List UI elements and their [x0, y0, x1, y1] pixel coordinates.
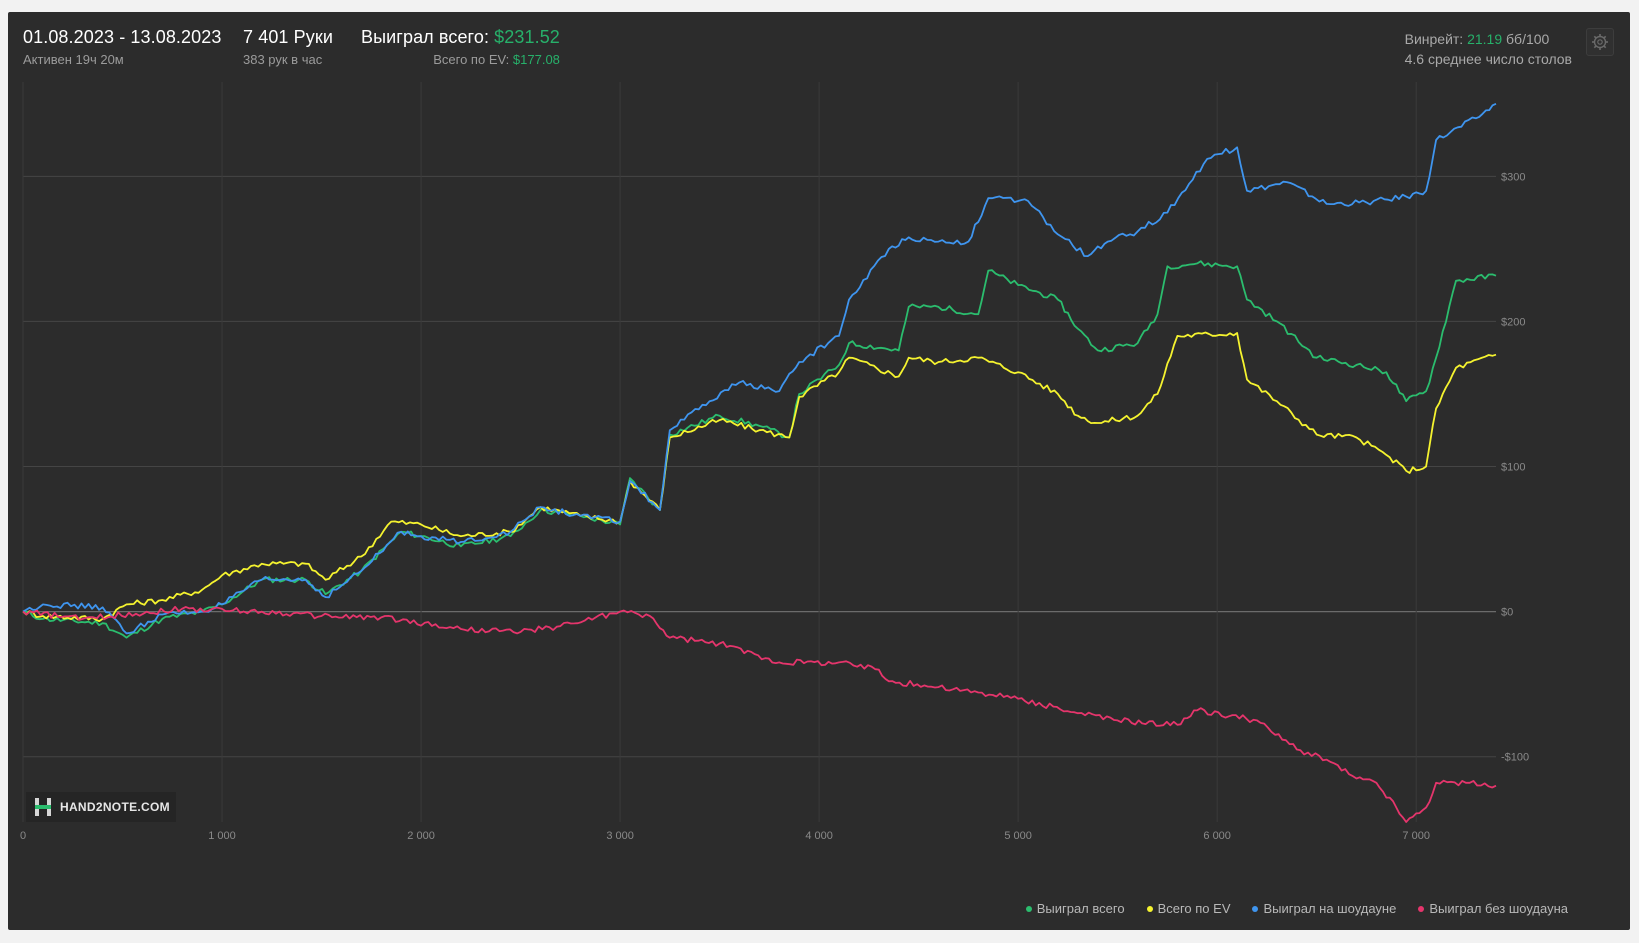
- ev-total-label: Всего по EV:: [433, 52, 510, 67]
- x-tick-label: 0: [20, 830, 26, 842]
- x-tick-label: 1 000: [208, 830, 236, 842]
- legend-dot-icon: [1252, 905, 1259, 912]
- legend-item[interactable]: Выиграл всего: [1025, 901, 1125, 916]
- x-tick-label: 7 000: [1402, 830, 1430, 842]
- ev-total-value: $177.08: [512, 52, 560, 67]
- hands-block: 7 401 Руки 383 рук в час: [243, 27, 333, 67]
- legend-item[interactable]: Выиграл на шоудауне: [1252, 901, 1396, 916]
- stats-panel: 01.08.2023 - 13.08.2023 Активен 19ч 20м …: [8, 12, 1630, 930]
- settings-button[interactable]: [1586, 28, 1614, 56]
- legend-item[interactable]: Выиграл без шоудауна: [1418, 901, 1568, 916]
- series-line: [22, 260, 1497, 639]
- winrate-value: 21.19: [1467, 31, 1503, 47]
- hands-per-hour: 383 рук в час: [243, 52, 323, 67]
- avg-tables: 4.6 среднее число столов: [1404, 51, 1572, 67]
- series-line: [22, 331, 1497, 623]
- legend-item[interactable]: Всего по EV: [1146, 901, 1231, 916]
- legend-label: Выиграл всего: [1036, 901, 1125, 916]
- active-time: Активен 19ч 20м: [23, 52, 124, 67]
- legend-label: Выиграл без шоудауна: [1429, 901, 1568, 916]
- series-line: [22, 605, 1497, 823]
- chart-legend: Выиграл всего Всего по EV Выиграл на шоуда…: [1025, 901, 1568, 916]
- y-tick-label: $100: [1501, 462, 1525, 474]
- legend-label: Всего по EV: [1157, 901, 1231, 916]
- x-tick-label: 6 000: [1203, 830, 1231, 842]
- y-tick-label: $0: [1501, 607, 1513, 619]
- y-tick-label: $300: [1501, 171, 1525, 183]
- x-tick-label: 5 000: [1004, 830, 1032, 842]
- date-range[interactable]: 01.08.2023 - 13.08.2023: [23, 27, 222, 47]
- x-tick-label: 2 000: [407, 830, 435, 842]
- won-total-value: $231.52: [494, 27, 560, 47]
- profit-chart: $300 $200 $100 $0 -$100 0 1 000 2 000 3 000 4 000…: [20, 82, 1529, 842]
- winrate-label: Винрейт:: [1404, 31, 1464, 47]
- date-range-block: 01.08.2023 - 13.08.2023 Активен 19ч 20м: [23, 27, 221, 67]
- y-tick-label: $200: [1501, 316, 1525, 328]
- hands-count: 7 401 Руки: [243, 27, 333, 47]
- y-tick-label: -$100: [1501, 752, 1529, 764]
- legend-dot-icon: [1146, 905, 1153, 912]
- won-total-label: Выиграл всего:: [361, 27, 490, 47]
- legend-dot-icon: [1418, 905, 1425, 912]
- winrate-block: Винрейт: 21.19 бб/100 4.6 среднее число …: [1405, 29, 1572, 69]
- x-tick-label: 3 000: [606, 830, 634, 842]
- hand2note-logo: HAND2NOTE.COM: [26, 792, 176, 822]
- legend-dot-icon: [1025, 905, 1032, 912]
- winrate-unit: бб/100: [1506, 31, 1550, 47]
- logo-text: HAND2NOTE.COM: [60, 800, 170, 814]
- winnings-block: Выиграл всего: $231.52 Всего по EV: $177…: [361, 27, 560, 67]
- hand2note-logo-icon: [35, 798, 51, 816]
- series-line: [22, 102, 1497, 635]
- legend-label: Выиграл на шоудауне: [1263, 901, 1397, 916]
- x-tick-label: 4 000: [805, 830, 833, 842]
- gear-icon: [1592, 34, 1608, 50]
